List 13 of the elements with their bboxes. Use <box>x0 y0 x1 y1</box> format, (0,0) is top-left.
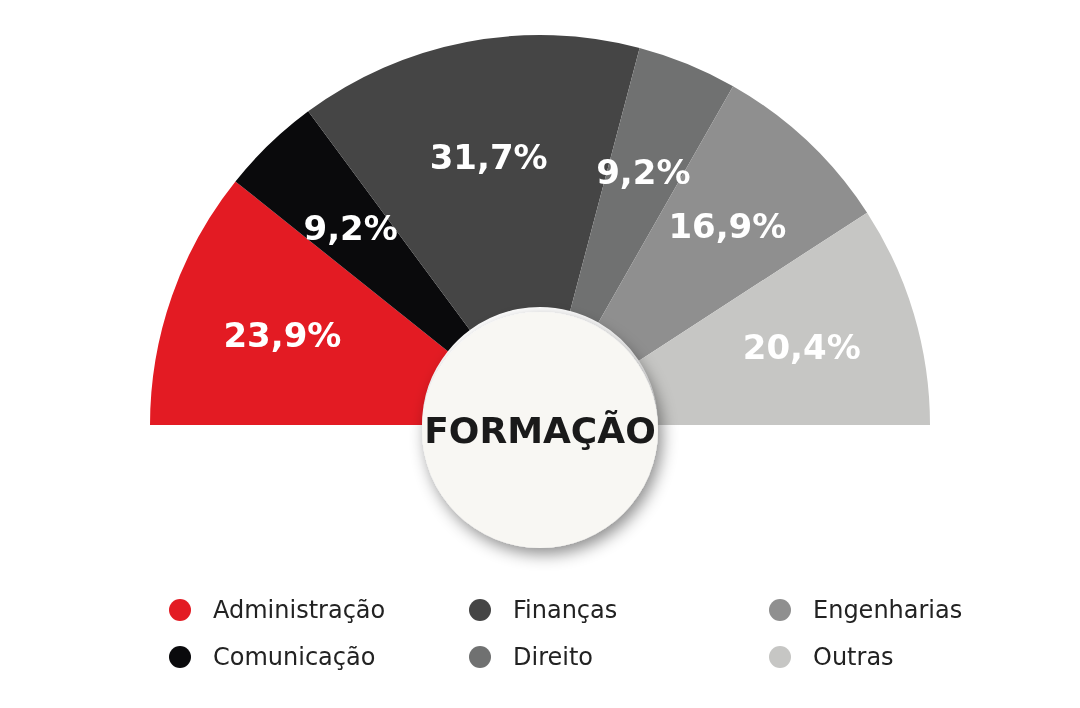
data-label: 9,2% <box>303 208 398 249</box>
legend-label: Direito <box>513 643 594 671</box>
data-label: 9,2% <box>596 152 691 193</box>
data-label: 20,4% <box>742 327 861 368</box>
legend-label: Comunicação <box>213 643 376 671</box>
text: FORMAÇÃO <box>424 409 656 451</box>
legend-label: Administração <box>213 596 386 624</box>
data-label: 16,9% <box>668 206 787 247</box>
data-label: 31,7% <box>429 136 548 177</box>
legend-label: Engenharias <box>813 596 963 624</box>
legend-label: Outras <box>813 643 894 671</box>
legend-label: Finanças <box>513 596 618 624</box>
data-label: 23,9% <box>223 314 342 355</box>
